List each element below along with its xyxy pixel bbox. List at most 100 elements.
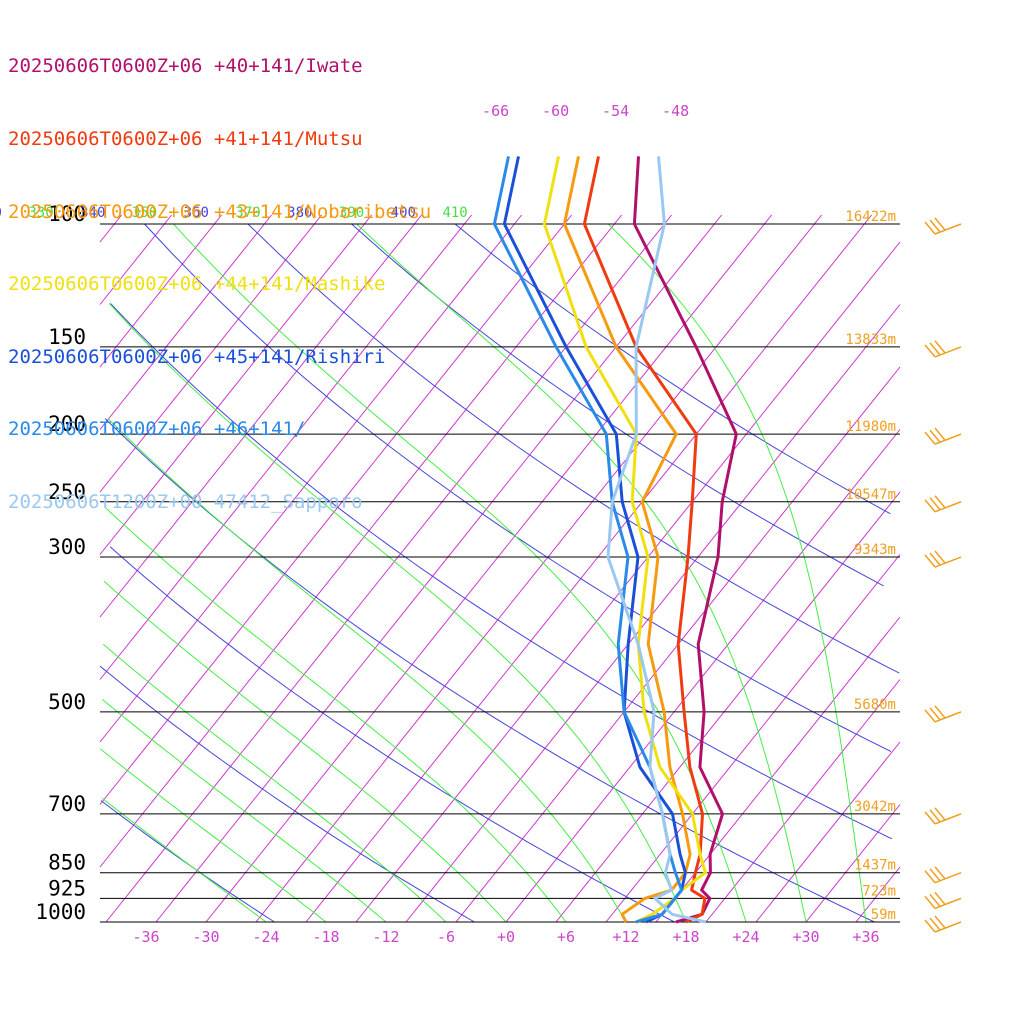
x-tick-label: -24: [252, 928, 279, 946]
pressure-label: 925: [48, 876, 86, 900]
wind-barb: [934, 921, 962, 933]
theta-label: 330: [28, 205, 53, 221]
wind-barb: [934, 346, 962, 358]
height-label: 11980m: [845, 419, 896, 435]
x-tick-label: +24: [732, 928, 759, 946]
theta-label: 400: [391, 205, 416, 221]
upper-temp-label: -60: [542, 102, 569, 120]
isotherm-line: [99, 214, 122, 243]
moist-adiabat: [102, 797, 267, 923]
isotherm-line: [255, 214, 822, 923]
height-label: 9343m: [854, 542, 896, 558]
wind-barb-feather: [924, 554, 936, 568]
theta-label: 320: [0, 205, 2, 221]
pressure-label: 1000: [35, 900, 86, 924]
wind-barb-feather: [924, 870, 936, 884]
wind-barb-feather: [929, 429, 941, 443]
x-tick-label: +30: [792, 928, 819, 946]
wind-barb-feather: [924, 499, 936, 513]
wind-barb-feather: [929, 917, 941, 931]
theta-label: 390: [339, 205, 364, 221]
x-tick-label: -6: [437, 928, 455, 946]
moist-adiabat: [105, 507, 567, 923]
wind-barb: [934, 711, 962, 723]
wind-barb-feather: [929, 342, 941, 356]
height-label: 16422m: [845, 209, 896, 225]
legend: 20250606T0600Z+06 +40+141/Iwate 20250606…: [8, 6, 431, 538]
upper-temp-label: -54: [602, 102, 629, 120]
wind-barb-feather: [924, 811, 936, 825]
pressure-label: 150: [48, 325, 86, 349]
theta-label: 370: [235, 205, 260, 221]
dry-adiabat: [110, 303, 893, 840]
theta-label: 410: [442, 205, 467, 221]
upper-temp-label: -66: [482, 102, 509, 120]
dry-adiabat: [351, 223, 884, 587]
wind-barb-feather: [929, 893, 941, 907]
legend-item: 20250606T0600Z+06 +44+141/Mashike: [8, 273, 386, 296]
wind-barb: [934, 872, 962, 884]
wind-barb-feather: [924, 344, 936, 358]
legend-item: 20250606T0600Z+06 +45+141/Rishiri: [8, 345, 386, 368]
height-label: 59m: [871, 907, 896, 923]
isotherm-line: [105, 214, 672, 923]
wind-barb-feather: [934, 705, 946, 719]
profile-line: [632, 156, 738, 924]
isotherm-line: [355, 241, 901, 923]
wind-barb-feather: [929, 497, 941, 511]
temperature-profiles: [492, 156, 738, 924]
profile-line: [492, 156, 684, 924]
isotherm-line: [99, 214, 172, 305]
isotherm-line: [155, 214, 722, 923]
height-label: 723m: [862, 883, 896, 899]
x-tick-label: -18: [312, 928, 339, 946]
dry-adiabat: [247, 223, 900, 674]
wind-barb-feather: [924, 221, 936, 235]
wind-barb: [934, 813, 962, 825]
x-tick-label: +12: [612, 928, 639, 946]
upper-temp-label: -48: [662, 102, 689, 120]
moist-adiabat: [103, 580, 507, 923]
legend-item: 20250606T1200Z+00 47412_Sapporo: [8, 491, 363, 514]
x-tick-label: +18: [672, 928, 699, 946]
isotherm-line: [655, 616, 901, 923]
legend-item: 20250606T0600Z+06 +43+141/Noboribetsu: [8, 200, 432, 223]
pressure-label: 700: [48, 792, 86, 816]
x-tick-label: -30: [192, 928, 219, 946]
wind-barb-feather: [929, 707, 941, 721]
isotherm-line: [755, 741, 901, 923]
wind-barb: [934, 897, 962, 910]
isotherm-line: [605, 554, 901, 923]
dry-adiabat: [99, 665, 475, 923]
height-label: 10547m: [845, 487, 896, 503]
isotherm-line: [99, 214, 472, 680]
height-label: 3042m: [854, 799, 896, 815]
legend-item: 20250606T0600Z+06 +40+141/Iwate: [8, 55, 363, 78]
wind-barb: [934, 223, 962, 235]
x-tick-label: +36: [852, 928, 879, 946]
x-tick-label: -36: [132, 928, 159, 946]
isobar-lines: [100, 223, 900, 923]
isotherm-line: [99, 214, 222, 368]
profile-line: [606, 156, 707, 924]
x-tick-label: -12: [372, 928, 399, 946]
isotherm-line: [305, 214, 872, 923]
wind-barb-feather: [924, 895, 936, 909]
theta-label: 340: [80, 205, 105, 221]
isotherm-line: [99, 214, 422, 618]
x-tick-label: +6: [557, 928, 575, 946]
pressure-label: 850: [48, 851, 86, 875]
height-label: 1437m: [854, 858, 896, 874]
pressure-label: 100: [48, 202, 86, 226]
isotherm-line: [99, 214, 522, 743]
legend-item: 20250606T0600Z+06 +41+141/Mutsu: [8, 128, 363, 151]
wind-barb-feather: [934, 915, 946, 929]
wind-barb-feather: [929, 552, 941, 566]
isotherm-line: [855, 866, 901, 923]
moist-adiabat: [107, 418, 627, 923]
wind-barb-feather: [924, 919, 936, 933]
wind-barb-feather: [934, 495, 946, 509]
dry-adiabat: [454, 223, 891, 515]
